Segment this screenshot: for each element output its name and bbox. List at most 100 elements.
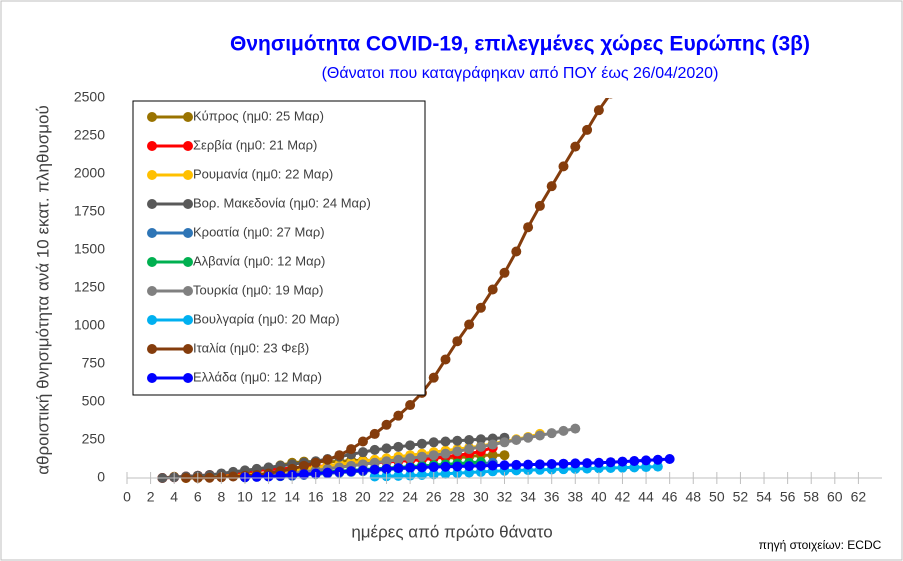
data-point (369, 464, 380, 475)
data-point (428, 437, 439, 448)
legend-marker (183, 112, 193, 122)
x-tick-label: 14 (284, 489, 300, 505)
x-tick-label: 30 (473, 489, 489, 505)
data-point (641, 455, 652, 466)
data-point (652, 454, 663, 465)
data-point (629, 455, 640, 466)
data-point (346, 444, 357, 455)
data-point (499, 267, 510, 278)
data-point (393, 441, 404, 452)
x-tick-label: 58 (803, 489, 819, 505)
x-tick-label: 44 (638, 489, 654, 505)
data-point (298, 469, 309, 480)
x-tick-label: 0 (123, 489, 131, 505)
data-point (310, 457, 321, 468)
data-point (357, 465, 368, 476)
data-point (558, 458, 569, 469)
data-point (357, 436, 368, 447)
data-point (605, 457, 616, 468)
legend-label: Αλβανία (ημ0: 12 Μαρ) (193, 253, 325, 268)
legend-marker (183, 286, 193, 296)
data-point (593, 105, 604, 116)
legend-label: Κύπρος (ημ0: 25 Μαρ) (193, 108, 324, 123)
x-tick-label: 54 (756, 489, 772, 505)
data-point (511, 459, 522, 470)
data-point (322, 454, 333, 465)
data-point (405, 440, 416, 451)
legend-marker (183, 315, 193, 325)
data-point (523, 222, 534, 233)
data-point (298, 460, 309, 471)
data-point (487, 450, 498, 461)
data-point (534, 459, 545, 470)
data-point (617, 456, 628, 467)
legend-marker (147, 199, 157, 209)
legend-marker (147, 373, 157, 383)
data-point (511, 246, 522, 257)
data-point (464, 444, 475, 455)
data-point (416, 438, 427, 449)
data-point (452, 461, 463, 472)
x-axis-label: ημέρες από πρώτο θάνατο (351, 522, 552, 541)
data-point (393, 454, 404, 465)
legend-marker (147, 315, 157, 325)
y-axis-label: αθροιστική θνησιμότητα ανά 10 εκατ. πληθ… (33, 105, 52, 475)
data-point (405, 400, 416, 411)
data-point (487, 284, 498, 295)
data-point (428, 372, 439, 383)
data-point (475, 441, 486, 452)
data-point (475, 434, 486, 445)
legend-label: Ελλάδα (ημ0: 12 Μαρ) (193, 369, 322, 384)
data-point (357, 447, 368, 458)
x-tick-label: 40 (591, 489, 607, 505)
legend-label: Βορ. Μακεδονία (ημ0: 24 Μαρ) (193, 195, 371, 210)
y-tick-label: 1500 (74, 241, 105, 257)
chart-subtitle: (Θάνατοι που καταγράφηκαν από ΠΟΥ έως 26… (322, 65, 719, 82)
x-tick-label: 60 (827, 489, 843, 505)
x-tick-label: 16 (308, 489, 324, 505)
data-point (523, 432, 534, 443)
x-tick-label: 2 (147, 489, 155, 505)
data-point (570, 423, 581, 434)
data-point (511, 435, 522, 445)
data-point (381, 443, 392, 454)
x-tick-label: 18 (332, 489, 348, 505)
data-point (582, 458, 593, 469)
data-point (440, 354, 451, 365)
x-tick-label: 12 (261, 489, 277, 505)
data-point (428, 462, 439, 473)
data-point (275, 470, 286, 481)
legend-marker (183, 344, 193, 354)
x-tick-label: 56 (780, 489, 796, 505)
x-tick-label: 6 (194, 489, 202, 505)
data-point (558, 161, 569, 172)
data-point (487, 439, 498, 450)
legend-label: Τουρκία (ημ0: 19 Μαρ) (193, 282, 323, 297)
data-point (664, 454, 675, 464)
y-tick-label: 2250 (74, 127, 105, 143)
legend-label: Ιταλία (ημ0: 23 Φεβ) (193, 340, 309, 355)
y-tick-label: 1750 (74, 203, 105, 219)
data-point (251, 471, 262, 482)
x-tick-label: 34 (520, 489, 536, 505)
legend-marker (183, 170, 193, 180)
source-note: πηγή στοιχείων: ECDC (759, 538, 882, 552)
x-tick-label: 8 (217, 489, 225, 505)
data-point (393, 463, 404, 474)
data-point (487, 460, 498, 471)
data-point (475, 460, 486, 471)
y-tick-label: 2000 (74, 165, 105, 181)
chart-title: Θνησιμότητα COVID-19, επιλεγμένες χώρες … (230, 33, 810, 56)
data-point (381, 456, 392, 467)
data-point (570, 458, 581, 469)
x-tick-label: 22 (379, 489, 395, 505)
x-tick-label: 48 (685, 489, 701, 505)
data-point (546, 459, 557, 470)
data-point (464, 319, 475, 330)
data-point (440, 436, 451, 447)
x-tick-label: 36 (544, 489, 560, 505)
data-point (558, 425, 569, 436)
legend-marker (147, 286, 157, 296)
legend-marker (147, 141, 157, 151)
